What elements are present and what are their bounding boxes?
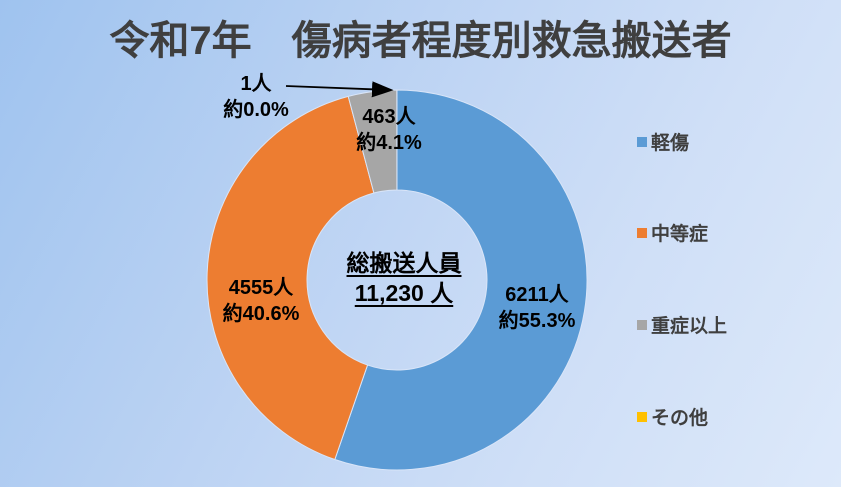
legend-label-minor: 軽傷	[651, 133, 690, 154]
legend-swatch-severe	[637, 319, 647, 330]
slice-minor	[334, 89, 588, 471]
label-other-pct: 約0.0%	[223, 99, 289, 121]
label-minor: 6211人 約55.3%	[499, 282, 576, 334]
label-severe-pct: 約4.1%	[356, 132, 422, 154]
label-severe: 463人 約4.1%	[356, 104, 422, 156]
legend-swatch-minor	[637, 136, 647, 147]
chart-title: 令和7年 傷病者程度別救急搬送者	[109, 19, 732, 63]
label-minor-value: 6211人	[505, 284, 569, 306]
legend-item-minor: 軽傷	[637, 128, 689, 155]
callout-arrow-other	[285, 81, 394, 98]
label-other: 1人 約0.0%	[223, 71, 289, 123]
legend-swatch-moderate	[637, 227, 647, 238]
slice-moderate	[206, 95, 375, 461]
label-moderate: 4555人 約40.6%	[223, 275, 300, 327]
legend-item-other: その他	[637, 403, 708, 430]
total-label-heading: 総搬送人員	[346, 250, 462, 276]
label-other-value: 1人	[240, 73, 272, 95]
label-severe-value: 463人	[362, 106, 416, 128]
legend-label-severe: 重症以上	[651, 316, 728, 337]
label-moderate-pct: 約40.6%	[222, 303, 300, 325]
donut-slices	[206, 89, 588, 471]
legend-swatch-other	[637, 411, 647, 422]
legend-item-severe: 重症以上	[637, 311, 727, 338]
total-label: 総搬送人員 11,230 人	[347, 248, 462, 308]
legend-item-moderate: 中等症	[637, 219, 708, 246]
total-label-value: 11,230 人	[354, 280, 454, 306]
label-minor-pct: 約55.3%	[498, 310, 576, 332]
legend-label-other: その他	[651, 408, 709, 429]
legend-label-moderate: 中等症	[651, 224, 709, 245]
label-moderate-value: 4555人	[228, 277, 294, 299]
